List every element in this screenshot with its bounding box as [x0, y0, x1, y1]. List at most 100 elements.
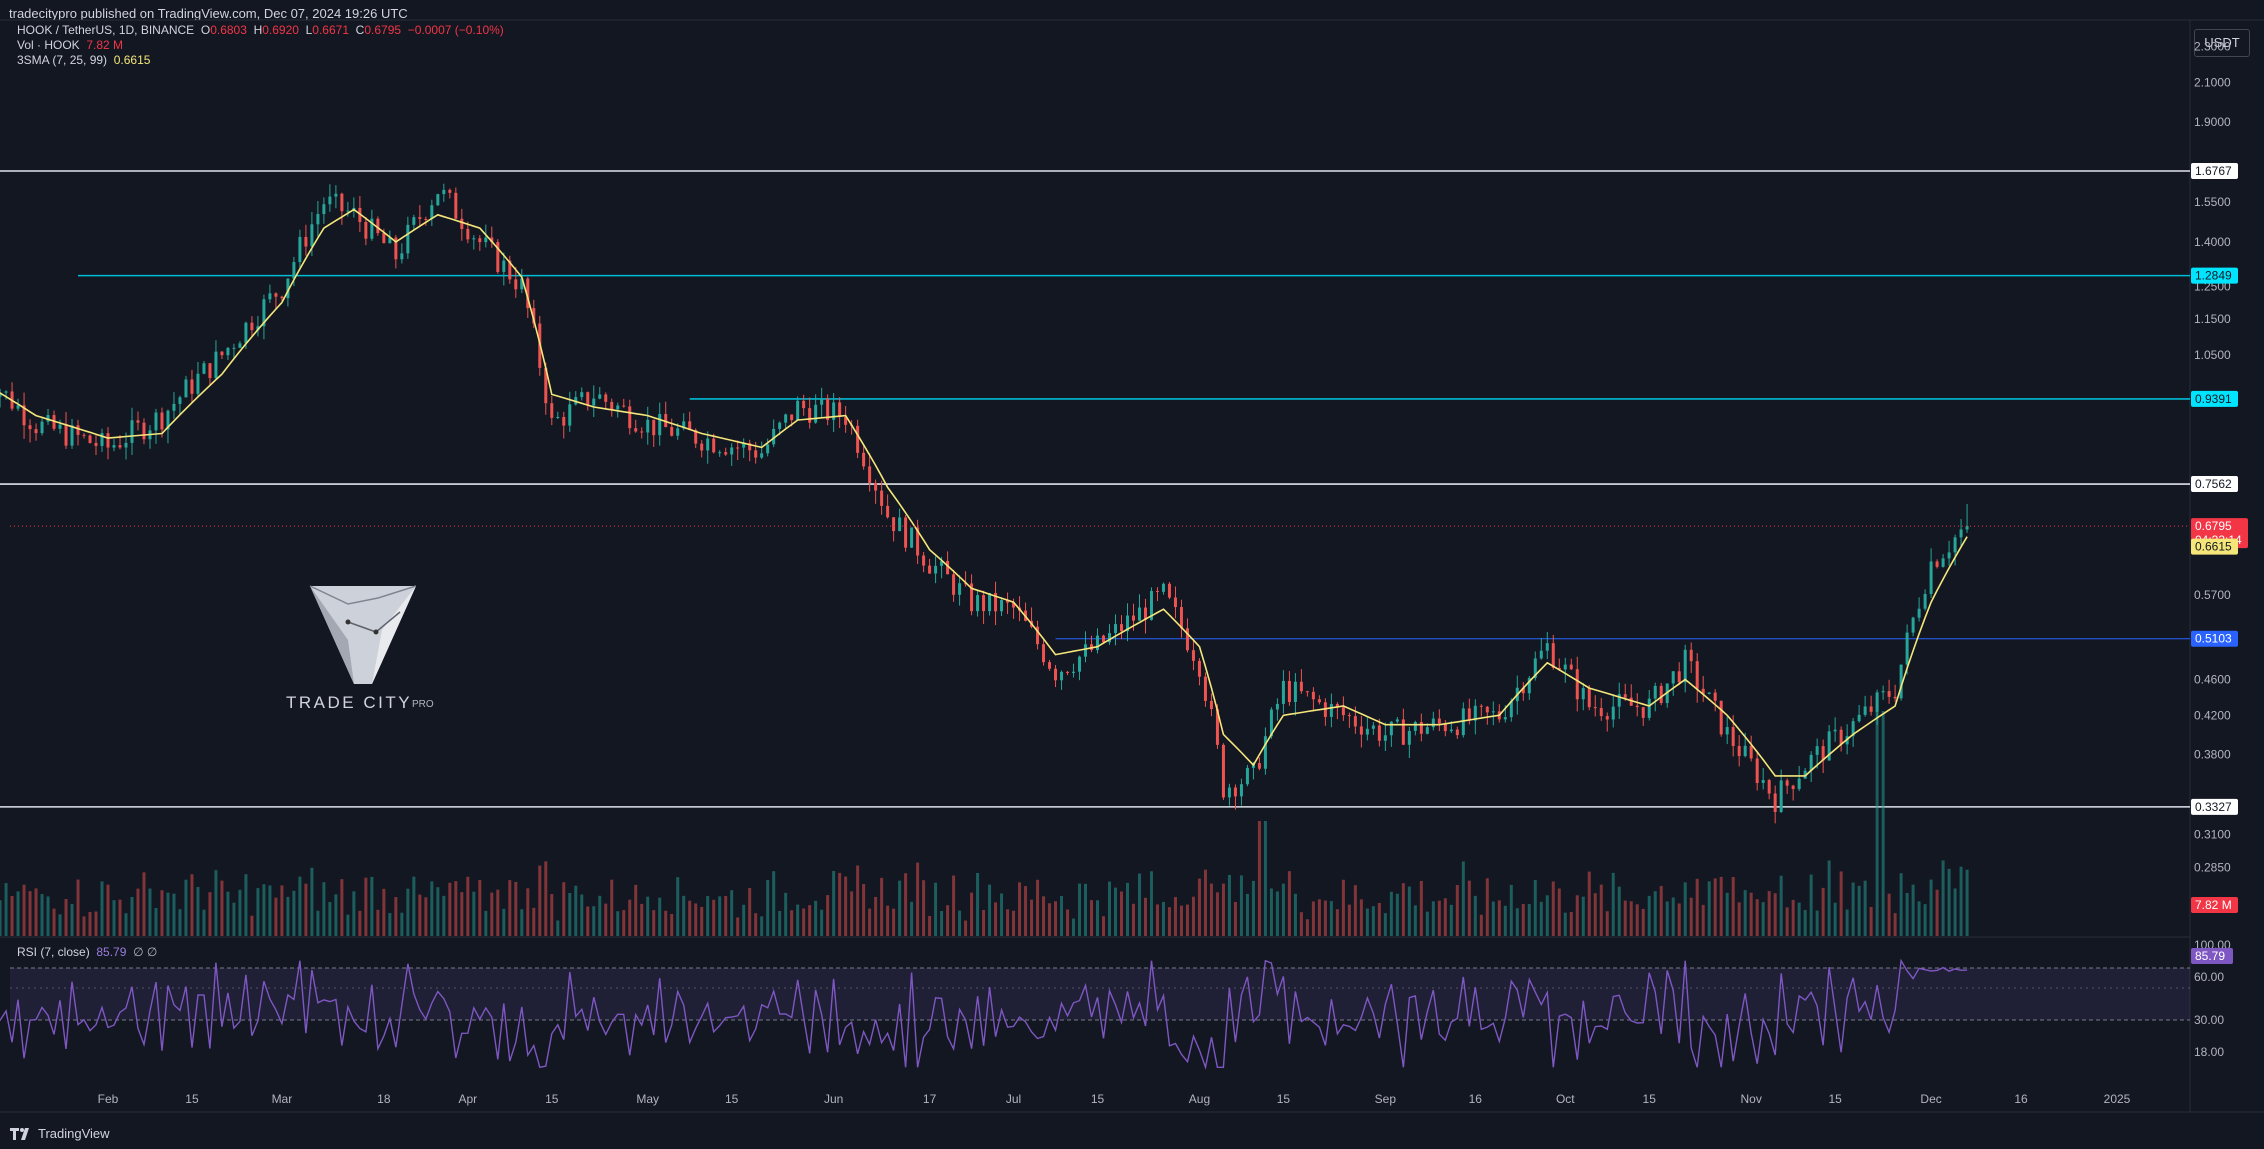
- price-axis-ticks[interactable]: 2.30002.10001.90001.55001.40001.25001.15…: [2194, 40, 2231, 911]
- volume-bar: [1167, 907, 1171, 936]
- sma-legend[interactable]: 3SMA (7, 25, 99) 0.6615: [17, 53, 150, 67]
- volume-bar: [1060, 895, 1064, 936]
- candle-body: [142, 422, 146, 440]
- candle-body: [976, 595, 980, 612]
- volume-bar: [538, 865, 542, 936]
- candle-body: [94, 442, 98, 446]
- volume-bar: [346, 914, 350, 936]
- candle-body: [1863, 706, 1867, 715]
- rsi-axis-ticks[interactable]: 100.00 60.00 30.00 18.00 85.79: [2191, 938, 2233, 1059]
- sma-price-label[interactable]: 0.6615: [2191, 538, 2238, 555]
- candle-body: [340, 193, 344, 212]
- candle-body: [538, 323, 542, 368]
- volume-bar: [1269, 888, 1273, 936]
- candle-body: [616, 405, 620, 410]
- volume-bar: [1827, 860, 1831, 936]
- volume-bar: [1557, 888, 1561, 936]
- volume-bar: [1443, 898, 1447, 936]
- candle-body: [1497, 711, 1501, 720]
- volume-bar: [1881, 711, 1885, 936]
- candle-body: [1695, 661, 1699, 689]
- candle-body: [1755, 758, 1759, 783]
- volume-bar: [778, 910, 782, 936]
- price-label-1.6767[interactable]: 1.6767: [2191, 163, 2238, 180]
- volume-bar: [166, 892, 170, 936]
- volume-bar: [1131, 903, 1135, 936]
- volume-bar: [1623, 900, 1627, 936]
- volume-bar: [1905, 892, 1909, 936]
- candle-body: [346, 210, 350, 212]
- candle-body: [1659, 685, 1663, 704]
- horizontal-levels[interactable]: [0, 170, 2190, 808]
- candle-body: [16, 405, 20, 409]
- candle-body: [1018, 607, 1022, 611]
- currency-button[interactable]: USDT: [2194, 29, 2250, 57]
- volume-bar: [508, 880, 512, 936]
- price-label-0.7562[interactable]: 0.7562: [2191, 476, 2238, 493]
- volume-bar: [1911, 884, 1915, 936]
- time-tick-label: 18: [377, 1092, 391, 1106]
- volume-bar: [418, 894, 422, 936]
- candle-body: [460, 218, 464, 229]
- candle-body: [1072, 671, 1076, 673]
- candle-body: [550, 403, 554, 418]
- candlesticks[interactable]: [0, 183, 1969, 824]
- price-label-1.2849[interactable]: 1.2849: [2191, 267, 2238, 284]
- time-tick-label: 2025: [2104, 1092, 2131, 1106]
- price-label-0.5103[interactable]: 0.5103: [2191, 630, 2238, 647]
- candle-body: [1263, 736, 1267, 769]
- volume-bar: [814, 900, 818, 936]
- time-tick-label: Nov: [1741, 1092, 1762, 1106]
- volume-bar: [898, 880, 902, 936]
- candle-body: [1078, 656, 1082, 672]
- candle-body: [868, 466, 872, 483]
- volume-bar: [118, 899, 122, 936]
- candle-body: [1545, 643, 1549, 651]
- volume-axis-label[interactable]: 7.82 M: [2191, 897, 2238, 913]
- sma-label[interactable]: 3SMA (7, 25, 99): [17, 53, 108, 67]
- candle-body: [742, 443, 746, 448]
- candle-body: [922, 555, 926, 566]
- volume-bar: [1953, 888, 1957, 936]
- volume-bar: [160, 890, 164, 936]
- sma-line[interactable]: [0, 208, 1968, 777]
- candle-body: [1329, 703, 1333, 717]
- volume-label[interactable]: Vol · HOOK: [17, 38, 80, 52]
- candle-body: [472, 238, 476, 240]
- volume-bar: [1599, 884, 1603, 936]
- volume-bar: [574, 885, 578, 936]
- volume-bar: [1935, 889, 1939, 936]
- time-axis-ticks[interactable]: Feb 15 Mar 18 Apr 15 May 15 Jun 17 Jul 15 Aug 15 Sep 16…: [98, 1092, 2131, 1106]
- candle-body: [886, 505, 890, 518]
- watermark-suffix: PRO: [412, 699, 434, 710]
- rsi-line[interactable]: [0, 958, 1968, 1070]
- tradingview-footer[interactable]: TradingView: [10, 1126, 110, 1141]
- candle-body: [1815, 746, 1819, 755]
- open-label: O: [200, 23, 211, 37]
- candle-body: [1881, 691, 1885, 693]
- price-tick-label: 0.4600: [2194, 672, 2231, 686]
- symbol-name[interactable]: HOOK / TetherUS, 1D, BINANCE: [17, 23, 195, 37]
- rsi-label[interactable]: RSI (7, close): [17, 945, 90, 959]
- volume-bar: [466, 876, 470, 936]
- candle-body: [1257, 763, 1261, 769]
- price-axis-labels[interactable]: 1.6767 1.2849 0.9391 0.7562 0.5103 0.3327 0.67…: [2191, 163, 2248, 913]
- volume-legend[interactable]: Vol · HOOK 7.82 M: [17, 38, 123, 52]
- candle-body: [1725, 727, 1729, 735]
- candle-body: [1227, 787, 1231, 798]
- volume-bar: [1683, 882, 1687, 936]
- price-tick-label: 1.5500: [2194, 195, 2231, 209]
- candle-body: [664, 414, 668, 428]
- volume-bar: [400, 912, 404, 936]
- candle-body: [1161, 583, 1165, 592]
- candle-body: [580, 392, 584, 398]
- candle-body: [1521, 687, 1525, 694]
- symbol-legend[interactable]: HOOK / TetherUS, 1D, BINANCE O0.6803 H0.…: [17, 23, 504, 37]
- rsi-legend[interactable]: RSI (7, close) 85.79 ∅ ∅: [17, 945, 157, 959]
- price-label-0.9391[interactable]: 0.9391: [2191, 390, 2238, 407]
- volume-bar: [1209, 883, 1213, 936]
- price-label-0.3327[interactable]: 0.3327: [2191, 798, 2238, 815]
- rsi-value-label[interactable]: 85.79: [2191, 948, 2233, 964]
